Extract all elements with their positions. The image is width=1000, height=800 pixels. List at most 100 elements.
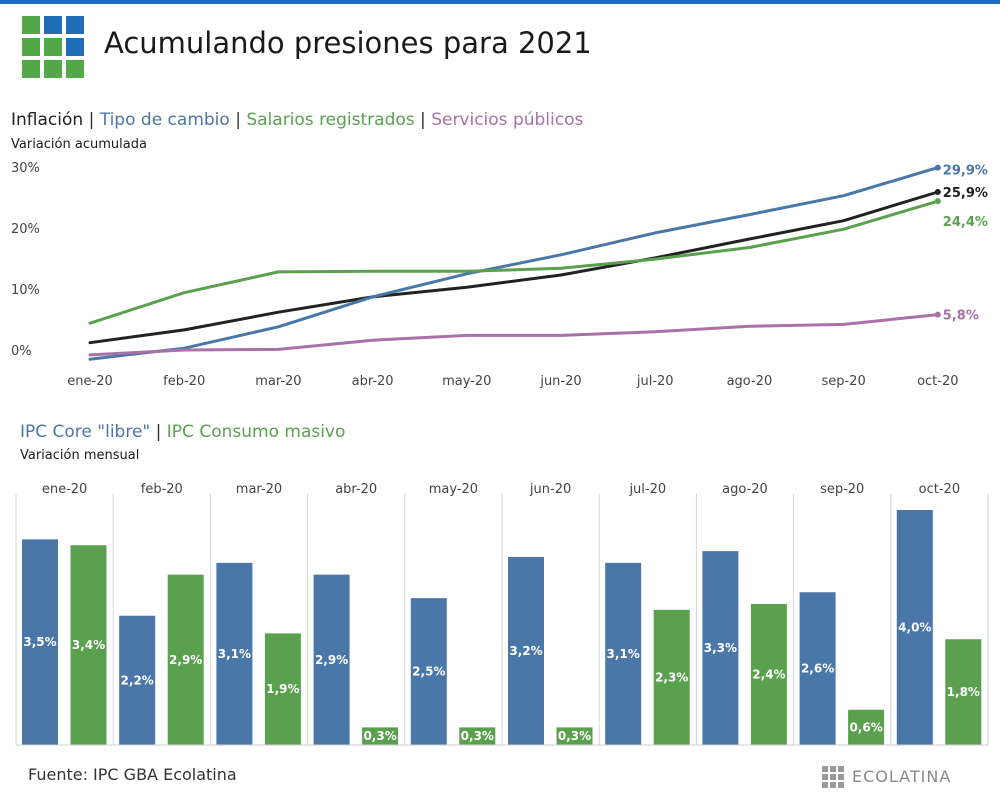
- bar-core: [22, 539, 58, 745]
- category-label: jul-20: [628, 482, 666, 497]
- end-point-servicios: [934, 311, 941, 318]
- x-tick-label: jul-20: [636, 374, 674, 389]
- end-label-inflacion: 25,9%: [943, 186, 988, 201]
- logo-square: [44, 16, 62, 34]
- bar-consumo: [556, 727, 593, 745]
- legend-core: IPC Core "libre": [20, 422, 151, 442]
- y-tick-label: 10%: [11, 283, 40, 298]
- series-line-inflacion: [88, 190, 940, 345]
- bar-core: [313, 574, 350, 745]
- bar-value-label: 1,8%: [947, 685, 980, 699]
- legend-consumo: IPC Consumo masivo: [166, 422, 346, 442]
- bar-value-label: 3,2%: [509, 644, 542, 658]
- bar-core: [508, 557, 544, 745]
- end-label-servicios: 5,8%: [943, 309, 979, 324]
- bar-chart-title: IPC Core "libre" | IPC Consumo masivo: [20, 422, 345, 442]
- top-accent-bar: [0, 0, 1000, 4]
- end-label-salarios: 24,4%: [943, 215, 988, 230]
- bar-value-label: 2,5%: [412, 665, 445, 679]
- title-separator: |: [88, 110, 95, 130]
- category-label: abr-20: [335, 482, 377, 497]
- logo-square: [44, 38, 62, 56]
- bar-consumo: [362, 727, 399, 745]
- bar-consumo: [848, 709, 885, 745]
- end-point-tipo_cambio: [934, 164, 941, 171]
- bar-chart-subtitle: Variación mensual: [20, 448, 140, 463]
- bar-chart: ene-20 3,5% 3,4% feb-20 2,2% 2,9% mar-20 3,1% 1,…: [15, 482, 989, 746]
- line-chart-subtitle: Variación acumulada: [11, 137, 147, 152]
- bar-value-label: 0,3%: [558, 729, 591, 743]
- end-point-inflacion: [934, 189, 941, 196]
- bar-core: [799, 592, 836, 745]
- logo-square: [66, 38, 84, 56]
- x-tick-label: ene-20: [67, 374, 112, 389]
- logo-square: [66, 16, 84, 34]
- bar-consumo: [945, 639, 982, 745]
- bar-value-label: 3,1%: [218, 647, 251, 661]
- bar-value-label: 3,5%: [23, 635, 56, 649]
- bar-consumo: [459, 727, 496, 745]
- bar-value-label: 2,9%: [169, 653, 202, 667]
- x-tick-label: jun-20: [539, 374, 581, 389]
- line-chart-title: Inflación | Tipo de cambio | Salarios re…: [11, 110, 583, 130]
- title-separator: |: [235, 110, 241, 130]
- bar-value-label: 0,6%: [849, 720, 882, 734]
- logo-square: [22, 38, 40, 56]
- bar-value-label: 2,6%: [801, 662, 834, 676]
- end-point-salarios: [934, 198, 941, 205]
- brand-grid-square: [830, 782, 836, 788]
- category-label: jun-20: [529, 482, 571, 497]
- bar-value-label: 3,1%: [607, 647, 640, 661]
- page-title: Acumulando presiones para 2021: [104, 26, 592, 60]
- bar-value-label: 2,9%: [315, 653, 348, 667]
- brand-logo: ECOLATINA: [822, 764, 972, 788]
- logo-square: [66, 60, 84, 78]
- bar-value-label: 2,4%: [752, 668, 785, 682]
- logo-square: [22, 60, 40, 78]
- bar-value-label: 3,4%: [72, 638, 105, 652]
- brand-grid-square: [838, 766, 844, 772]
- title-separator: |: [155, 422, 162, 442]
- series-line-servicios: [88, 313, 940, 357]
- bar-consumo: [750, 604, 787, 745]
- source-note: Fuente: IPC GBA Ecolatina: [28, 765, 237, 784]
- line-chart: 0% 10% 20% 30% ene-20 feb-20 mar-20 abr-20 may-2…: [11, 161, 988, 389]
- y-tick-label: 30%: [11, 161, 40, 176]
- bar-value-label: 3,3%: [704, 641, 737, 655]
- bar-core: [702, 551, 739, 745]
- legend-inflacion: Inflación: [11, 110, 84, 130]
- category-label: feb-20: [141, 482, 183, 497]
- brand-grid-square: [838, 774, 844, 780]
- brand-grid-square: [838, 782, 844, 788]
- x-tick-label: mar-20: [255, 374, 301, 389]
- x-tick-label: abr-20: [352, 374, 394, 389]
- bar-value-label: 0,3%: [363, 729, 396, 743]
- category-label: ene-20: [42, 482, 87, 497]
- logo: [22, 16, 84, 78]
- y-tick-label: 0%: [11, 344, 32, 359]
- bar-core: [119, 615, 156, 745]
- logo-square: [44, 60, 62, 78]
- brand-grid-square: [822, 766, 828, 772]
- series-line-tipo_cambio: [88, 166, 940, 361]
- x-tick-label: ago-20: [727, 374, 773, 389]
- category-label: sep-20: [820, 482, 864, 497]
- bar-core: [605, 562, 642, 745]
- bar-core: [896, 510, 933, 745]
- legend-tipo-cambio: Tipo de cambio: [99, 110, 230, 130]
- bar-value-label: 4,0%: [898, 621, 931, 635]
- logo-square: [22, 16, 40, 34]
- title-separator: |: [420, 110, 426, 130]
- x-tick-label: may-20: [442, 374, 491, 389]
- bar-value-label: 2,3%: [655, 670, 688, 684]
- bar-consumo: [653, 609, 690, 745]
- brand-grid-square: [822, 774, 828, 780]
- legend-servicios: Servicios públicos: [431, 110, 584, 130]
- bar-consumo: [167, 574, 204, 745]
- brand-grid-square: [830, 774, 836, 780]
- bar-value-label: 2,2%: [121, 673, 154, 687]
- y-tick-label: 20%: [11, 222, 40, 237]
- end-label-tipo_cambio: 29,9%: [943, 164, 988, 179]
- brand-grid-square: [830, 766, 836, 772]
- brand-grid-icon: [822, 766, 846, 788]
